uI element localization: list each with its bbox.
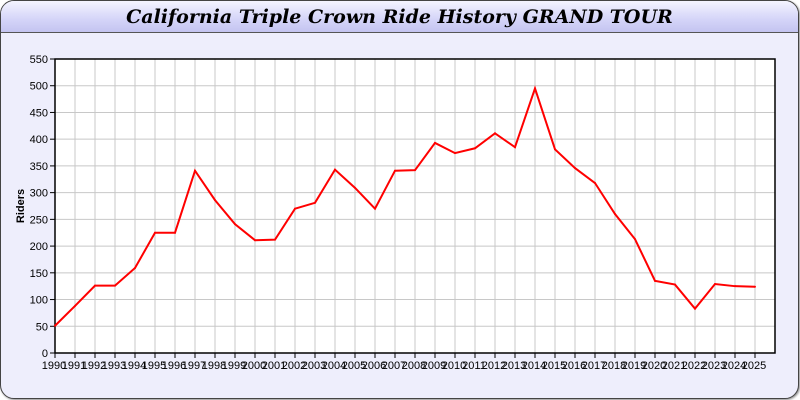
y-tick-label: 100 [30,295,48,307]
y-tick-label: 300 [30,188,48,200]
x-tick-label: 1992 [82,360,106,372]
data-point [374,207,376,210]
x-tick-label: 1990 [42,360,66,372]
x-tick-label: 2019 [622,360,646,372]
axes: 0501001502002503003504004505005501990199… [30,54,776,372]
x-tick-label: 2020 [642,360,666,372]
x-tick-label: 2006 [362,360,386,372]
x-tick-label: 2002 [282,360,306,372]
data-point [354,186,356,189]
data-point [294,207,296,210]
data-point [754,285,756,288]
x-tick-label: 2024 [722,360,746,372]
series-line [54,85,756,327]
data-point [694,307,696,310]
y-axis-label: Riders [15,189,27,223]
data-point [194,169,196,172]
x-tick-label: 1994 [122,360,146,372]
data-point [534,87,536,90]
x-tick-label: 2009 [422,360,446,372]
data-point [474,147,476,150]
data-point [174,231,176,234]
x-tick-label: 1991 [62,360,86,372]
x-tick-label: 1999 [222,360,246,372]
x-tick-label: 2014 [522,360,546,372]
x-tick-label: 2012 [482,360,506,372]
data-point [334,168,336,171]
x-tick-label: 1997 [182,360,206,372]
x-tick-label: 2007 [382,360,406,372]
data-point [234,223,236,226]
data-point [214,199,216,202]
x-tick-label: 2004 [322,360,346,372]
data-point [114,284,116,287]
data-point [394,169,396,172]
data-point [714,283,716,286]
y-tick-label: 250 [30,214,48,226]
y-tick-label: 550 [30,54,48,66]
x-tick-label: 2018 [602,360,626,372]
data-point [614,213,616,216]
x-tick-label: 1996 [162,360,186,372]
x-tick-label: 2021 [662,360,686,372]
data-point [134,267,136,270]
y-tick-label: 0 [42,348,48,360]
x-tick-label: 2022 [682,360,706,372]
data-point [94,284,96,287]
data-point [574,167,576,170]
data-point [594,182,596,185]
data-point [674,283,676,286]
chart-title: California Triple Crown Ride History GRA… [126,6,673,28]
x-tick-label: 2016 [562,360,586,372]
title-bar: California Triple Crown Ride History GRA… [1,1,798,33]
x-tick-label: 1998 [202,360,226,372]
x-tick-label: 1995 [142,360,166,372]
data-point [274,238,276,241]
x-tick-label: 2023 [702,360,726,372]
x-tick-label: 1993 [102,360,126,372]
x-tick-label: 2000 [242,360,266,372]
x-tick-label: 2001 [262,360,286,372]
y-tick-label: 200 [30,241,48,253]
x-tick-label: 2008 [402,360,426,372]
x-tick-label: 2017 [582,360,606,372]
data-point [54,324,56,327]
data-point [634,238,636,241]
data-point [734,285,736,288]
x-tick-label: 2003 [302,360,326,372]
data-point [454,152,456,155]
data-point [254,239,256,242]
data-point [514,146,516,149]
data-point [74,304,76,307]
data-point [654,279,656,282]
data-point [494,132,496,135]
x-tick-label: 2010 [442,360,466,372]
y-tick-label: 350 [30,161,48,173]
data-point [554,148,556,151]
y-tick-label: 400 [30,134,48,146]
data-point [434,141,436,144]
data-point [154,231,156,234]
data-point [414,169,416,172]
y-tick-label: 500 [30,81,48,93]
y-tick-label: 450 [30,107,48,119]
data-point [314,201,316,204]
plot-border [54,58,776,354]
y-tick-label: 50 [36,321,48,333]
x-tick-label: 2015 [542,360,566,372]
x-tick-label: 2025 [742,360,766,372]
x-tick-label: 2013 [502,360,526,372]
x-tick-label: 2005 [342,360,366,372]
y-tick-label: 150 [30,268,48,280]
x-tick-label: 2011 [462,360,486,372]
